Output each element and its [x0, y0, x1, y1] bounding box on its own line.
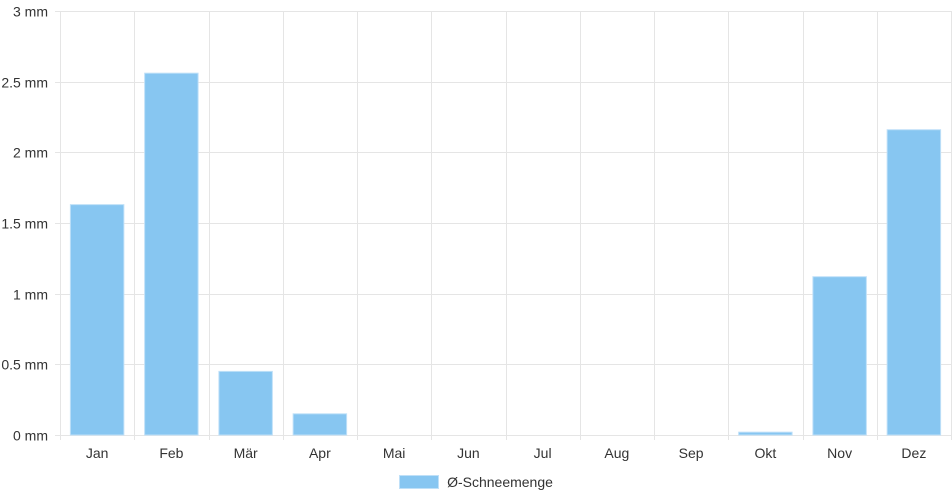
x-tick-label: Mär	[234, 445, 258, 461]
bar-jan[interactable]	[69, 204, 125, 436]
bar-apr[interactable]	[292, 413, 348, 436]
x-tick-label: Nov	[827, 445, 852, 461]
x-tick-label: Feb	[159, 445, 183, 461]
bar-feb[interactable]	[144, 72, 199, 436]
bar-dez[interactable]	[886, 129, 942, 436]
y-tick-label: 1 mm	[13, 287, 48, 303]
x-tick-label: Apr	[309, 445, 331, 461]
y-tick-label: 3 mm	[13, 4, 48, 20]
bar-nov[interactable]	[812, 276, 867, 436]
x-axis-labels: Jan Feb Mär Apr Mai Jun Jul Aug Sep Okt Nov Dez	[86, 445, 926, 461]
bar-okt[interactable]	[738, 431, 793, 436]
y-tick-label: 0.5 mm	[1, 357, 48, 373]
x-tick-label: Mai	[383, 445, 406, 461]
y-tick-label: 0 mm	[13, 428, 48, 444]
chart-bars	[69, 72, 942, 436]
x-tick-label: Dez	[901, 445, 926, 461]
x-tick-label: Okt	[754, 445, 776, 461]
x-tick-label: Jul	[534, 445, 552, 461]
legend-label: Ø-Schneemenge	[447, 474, 553, 490]
legend-swatch	[399, 475, 440, 489]
x-tick-label: Sep	[679, 445, 704, 461]
snow-bar-chart: 0 mm 0.5 mm 1 mm 1.5 mm 2 mm 2.5 mm 3 mm Jan Fe…	[1, 4, 952, 461]
y-tick-label: 2 mm	[13, 145, 48, 161]
y-tick-label: 2.5 mm	[1, 75, 48, 91]
x-tick-label: Aug	[604, 445, 629, 461]
x-tick-label: Jun	[457, 445, 480, 461]
bar-mär[interactable]	[218, 370, 273, 436]
chart-legend[interactable]: Ø-Schneemenge	[0, 470, 952, 494]
y-tick-label: 1.5 mm	[1, 216, 48, 232]
chart-grid	[55, 11, 952, 440]
y-axis-labels: 0 mm 0.5 mm 1 mm 1.5 mm 2 mm 2.5 mm 3 mm	[1, 4, 48, 444]
x-tick-label: Jan	[86, 445, 109, 461]
